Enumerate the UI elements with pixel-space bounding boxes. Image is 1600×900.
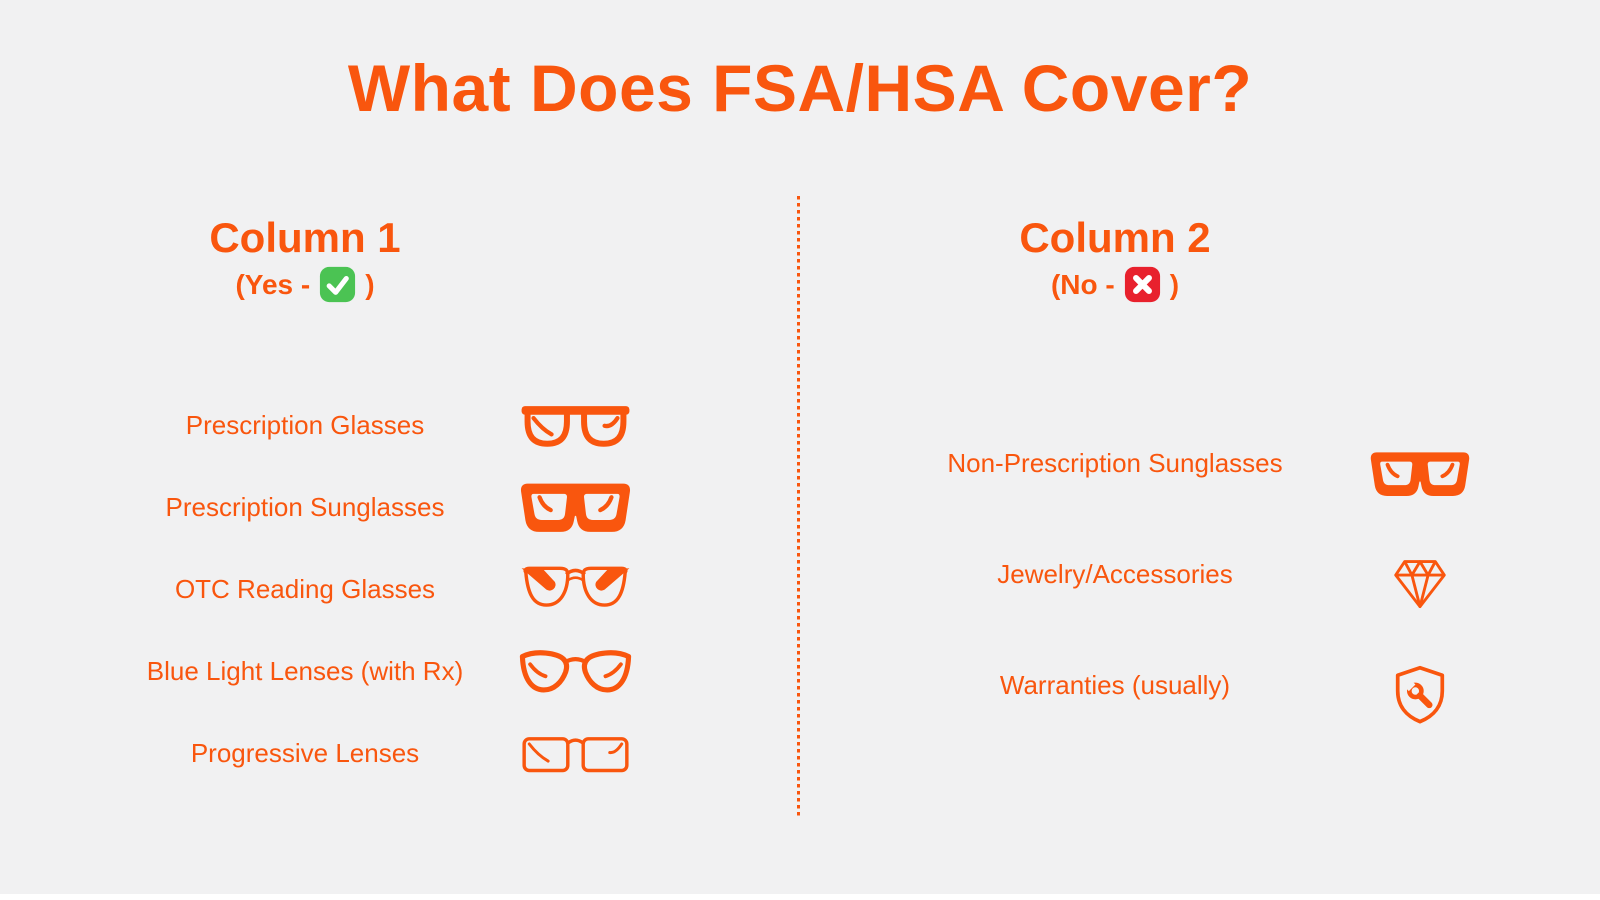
square-sunglasses-icon xyxy=(500,481,650,534)
item-label: OTC Reading Glasses xyxy=(174,574,436,605)
list-item: Non-Prescription Sunglasses xyxy=(880,408,1480,519)
column-1-qualifier: (Yes - ) xyxy=(120,266,490,303)
list-item: Jewelry/Accessories xyxy=(880,519,1480,630)
qualifier-prefix: (No - xyxy=(1050,268,1115,300)
column-1-heading: Column 1 xyxy=(209,214,401,261)
column-2-qualifier: (No - ) xyxy=(880,266,1350,303)
aviator-glasses-icon xyxy=(500,564,650,615)
shield-wrench-icon xyxy=(1365,665,1475,726)
column-2-header: Column 2 (No - ) xyxy=(880,214,1350,303)
bottom-strip xyxy=(0,894,1600,900)
wayfarer-glasses-icon xyxy=(500,401,650,451)
column-2-heading: Column 2 xyxy=(1019,214,1211,261)
column-1-header: Column 1 (Yes - ) xyxy=(120,214,490,303)
qualifier-prefix: (Yes - xyxy=(235,268,311,300)
dotted-divider xyxy=(797,196,800,818)
list-item: Blue Light Lenses (with Rx) xyxy=(120,631,680,713)
square-sunglasses-icon xyxy=(1365,450,1475,498)
page-title: What Does FSA/HSA Cover? xyxy=(347,51,1253,125)
qualifier-suffix: ) xyxy=(365,268,375,300)
item-label: Prescription Sunglasses xyxy=(165,492,445,523)
check-icon xyxy=(319,266,356,303)
column-2: Column 2 (No - ) Non-Prescription Sungla… xyxy=(880,214,1480,724)
list-item: Progressive Lenses xyxy=(120,713,680,795)
rectangle-glasses-icon xyxy=(500,732,650,777)
item-label: Warranties (usually) xyxy=(999,669,1231,700)
list-item: OTC Reading Glasses xyxy=(120,549,680,631)
qualifier-suffix: ) xyxy=(1169,268,1180,300)
diamond-icon xyxy=(1365,558,1475,610)
column-1: Column 1 (Yes - ) Prescription Glasses xyxy=(120,214,680,772)
cross-icon xyxy=(1124,266,1161,303)
item-label: Jewelry/Accessories xyxy=(997,558,1233,589)
column-1-list: Prescription Glasses Prescription Sungl xyxy=(120,385,680,795)
item-label: Blue Light Lenses (with Rx) xyxy=(146,656,464,687)
cateye-glasses-icon xyxy=(500,648,650,696)
list-item: Warranties (usually) xyxy=(880,630,1480,741)
item-label: Progressive Lenses xyxy=(190,738,420,769)
list-item: Prescription Sunglasses xyxy=(120,467,680,549)
column-2-list: Non-Prescription Sunglasses Jewelry/Acce… xyxy=(880,408,1480,741)
item-label: Prescription Glasses xyxy=(185,410,425,441)
item-label: Non-Prescription Sunglasses xyxy=(947,447,1283,478)
list-item: Prescription Glasses xyxy=(120,385,680,467)
